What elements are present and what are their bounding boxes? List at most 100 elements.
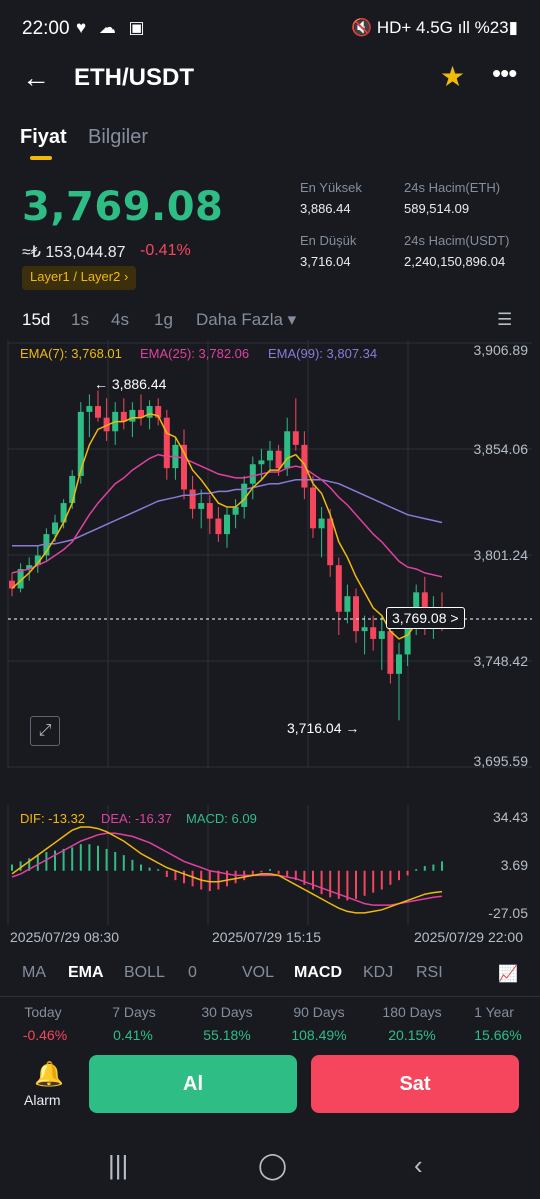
back-arrow-icon[interactable]: ← [22,62,50,93]
more-dots-icon[interactable]: ••• [492,58,517,88]
y-label: 3,748.42 [473,653,529,669]
recent-apps-icon[interactable]: ||| [108,1150,129,1180]
status-bar: 22:00 ♥ ☁ ▣ 🔇 HD+ 4.5G ıll %23▮ [0,0,540,58]
perf-value: 15.66% [474,1027,522,1043]
timeframe-1g[interactable]: 1g [154,310,173,329]
vol-usdt-label: 24s Hacim(USDT) [404,233,510,248]
x-date-label: 2025/07/29 15:15 [212,929,321,945]
candle [103,398,110,441]
indicator-zero[interactable]: 0 [188,964,197,981]
status-right-icons: 🔇 HD+ 4.5G ıll %23▮ [350,18,518,37]
timeframe-15d[interactable]: 15d [22,310,51,329]
candle [129,402,136,438]
low-value: 3,716.04 [300,254,351,269]
alarm-label[interactable]: Alarm [24,1092,61,1108]
x-date-label: 2025/07/29 08:30 [10,929,119,945]
vol-eth-value: 589,514.09 [404,201,470,216]
favorite-star-icon[interactable]: ★ [440,61,466,92]
candle [267,440,273,473]
timeframe-1s[interactable]: 1s [71,310,89,329]
pair-title: ETH/USDT [74,64,194,91]
macd-chart-svg [7,805,443,925]
candle [86,394,93,438]
back-nav-icon[interactable]: ‹ [414,1150,423,1180]
y-label: 3,801.24 [473,547,529,563]
indicator-kdj[interactable]: KDJ [363,964,394,981]
candle [95,390,101,422]
macd-y-label: 3.69 [500,857,528,873]
perf-label: Today [24,1004,62,1020]
perf-value: 20.15% [388,1027,436,1043]
price-change: -0.41% [140,242,191,259]
tab-bilgiler[interactable]: Bilgiler [88,126,149,148]
last-price-label[interactable]: 3,769.08 > [386,607,465,629]
price-chart-svg [7,340,532,768]
price-chart[interactable]: EMA(7): 3,768.01 EMA(25): 3,782.06 EMA(9… [0,340,540,770]
candle [361,615,368,655]
perf-value: 55.18% [203,1027,251,1043]
perf-value: 0.41% [113,1027,153,1043]
top-tabs: Fiyat Bilgiler [0,122,540,162]
perf-label: 7 Days [112,1004,156,1020]
candle [335,557,342,636]
ema99-legend: EMA(99): 3,807.34 [268,346,378,361]
indicator-settings-icon[interactable]: 📈 [498,966,518,983]
chart-settings-icon[interactable]: ☰ [497,310,513,329]
candle [146,400,153,430]
ema7-legend: EMA(7): 3,768.01 [20,346,122,361]
candle [387,623,394,684]
timeframe-more[interactable]: Daha Fazla ▾ [196,310,297,329]
candle [232,499,239,529]
candle [353,588,359,643]
indicator-ema[interactable]: EMA [68,964,104,981]
candle [206,495,213,535]
candle [34,545,41,573]
candle [112,402,119,445]
candle [172,437,179,480]
tab-fiyat[interactable]: Fiyat [20,126,67,148]
status-time: 22:00 [22,18,70,39]
indicator-ma[interactable]: MA [22,964,46,981]
low-marker: 3,716.04 → [287,720,360,736]
candle [284,417,291,476]
candle [224,506,230,548]
ema7-line [11,413,442,640]
indicator-macd[interactable]: MACD [294,964,342,981]
candle [138,394,144,426]
ema99-line [12,479,443,547]
low-label: En Düşük [300,233,357,248]
candle [241,475,248,519]
fullscreen-icon[interactable]: ⤢ [30,716,60,746]
candle [310,475,316,539]
candle [17,563,24,593]
macd-y-label: -27.05 [488,905,528,921]
candle [318,506,325,558]
y-label: 3,854.06 [473,441,529,457]
dea-line [11,832,443,906]
candle [292,398,299,451]
perf-label: 90 Days [293,1004,345,1020]
alarm-bell-icon[interactable]: 🔔 [34,1061,64,1088]
candle [198,489,205,529]
candle [43,528,50,562]
perf-label: 180 Days [382,1004,442,1020]
x-date-label: 2025/07/29 22:00 [414,929,523,945]
macd-chart[interactable]: DIF: -13.32 DEA: -16.37 MACD: 6.09 34.43… [0,805,540,925]
dea-legend: DEA: -16.37 [101,811,172,826]
indicator-vol[interactable]: VOL [242,964,275,981]
indicator-rsi[interactable]: RSI [416,964,443,981]
category-tag[interactable]: Layer1 / Layer2 › [22,266,137,290]
candle [370,615,377,651]
perf-value: 108.49% [291,1027,347,1043]
candle [327,508,334,577]
dif-legend: DIF: -13.32 [20,811,86,826]
candle [120,398,127,430]
timeframe-4s[interactable]: 4s [111,310,129,329]
home-icon[interactable]: ◯ [258,1150,288,1180]
indicator-boll[interactable]: BOLL [124,964,165,981]
perf-label: 30 Days [201,1004,253,1020]
buy-button[interactable]: Al [89,1055,297,1113]
sell-button[interactable]: Sat [311,1055,519,1113]
y-label: 3,695.59 [473,753,529,769]
candle [249,456,256,500]
